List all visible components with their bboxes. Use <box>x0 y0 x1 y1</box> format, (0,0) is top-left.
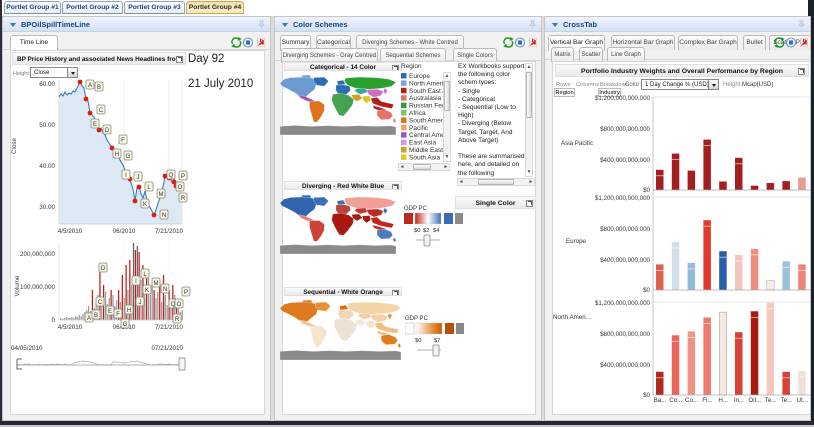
svg-text:04/05/2010: 04/05/2010 <box>11 345 43 352</box>
svg-text:B: B <box>97 85 101 91</box>
svg-text:In...: In... <box>734 397 745 404</box>
svg-text:06/2010: 06/2010 <box>113 228 136 235</box>
svg-text:$0: $0 <box>415 338 421 344</box>
svg-text:L: L <box>147 185 151 191</box>
svg-text:G: G <box>123 322 128 328</box>
svg-text:P: P <box>181 174 185 180</box>
svg-text:A: A <box>87 316 91 322</box>
svg-text:$0: $0 <box>643 187 650 194</box>
svg-text:O: O <box>178 185 183 191</box>
svg-text:$400,000,000,000: $400,000,000,000 <box>600 362 650 369</box>
svg-text:N: N <box>162 213 166 219</box>
svg-text:Fi...: Fi... <box>702 397 713 404</box>
svg-text:Q: Q <box>171 302 176 308</box>
svg-text:Volume: Volume <box>14 275 21 297</box>
svg-text:F: F <box>121 138 125 144</box>
svg-text:Africa: Africa <box>409 110 426 117</box>
svg-text:07/21/2010: 07/21/2010 <box>151 345 183 352</box>
svg-text:Europe: Europe <box>409 73 430 80</box>
svg-text:$0: $0 <box>643 287 650 294</box>
svg-text:Te...: Te... <box>781 397 793 404</box>
svg-text:A: A <box>88 83 92 89</box>
svg-text:Europe: Europe <box>566 238 587 245</box>
svg-text:$1,200,000,000,000: $1,200,000,000,000 <box>595 95 651 102</box>
svg-text:Central Ame: Central Ame <box>409 132 445 139</box>
svg-text:F: F <box>116 312 120 318</box>
svg-text:C: C <box>98 300 103 306</box>
svg-text:L: L <box>143 272 147 278</box>
svg-text:Russian Fed: Russian Fed <box>409 103 446 110</box>
svg-text:30.00: 30.00 <box>39 204 55 211</box>
svg-text:Asia Pacific: Asia Pacific <box>561 140 593 147</box>
svg-text:R: R <box>175 317 180 323</box>
svg-text:$800,000,000,000: $800,000,000,000 <box>600 226 650 233</box>
svg-text:South East A: South East A <box>409 88 447 95</box>
svg-text:D: D <box>105 128 110 134</box>
svg-text:E: E <box>93 122 97 128</box>
svg-text:H: H <box>115 152 119 158</box>
svg-text:50.00: 50.00 <box>39 122 55 129</box>
svg-text:100,000,000: 100,000,000 <box>20 284 56 291</box>
svg-text:East Asia: East Asia <box>409 140 436 147</box>
svg-text:$0: $0 <box>643 392 650 399</box>
svg-text:South Ameri: South Ameri <box>409 117 444 124</box>
svg-text:D: D <box>101 266 106 272</box>
svg-text:$400,000,000,000: $400,000,000,000 <box>600 157 650 164</box>
svg-text:200,000,000: 200,000,000 <box>20 251 56 258</box>
svg-text:$4: $4 <box>433 228 440 234</box>
svg-text:Co...: Co... <box>685 397 698 404</box>
svg-text:60.00: 60.00 <box>39 81 55 88</box>
svg-text:Middle East: Middle East <box>409 147 443 154</box>
svg-text:I: I <box>135 279 137 285</box>
svg-text:E: E <box>108 309 112 315</box>
svg-text:0: 0 <box>51 317 55 324</box>
svg-text:$1,200,000,000,000: $1,200,000,000,000 <box>595 300 651 307</box>
svg-text:$400,000,000,000: $400,000,000,000 <box>600 257 650 264</box>
svg-text:North Ameri...: North Ameri... <box>553 314 591 321</box>
svg-text:40.00: 40.00 <box>39 163 55 170</box>
svg-text:O: O <box>177 302 182 308</box>
svg-text:Co...: Co... <box>669 397 682 404</box>
svg-text:GDP PC: GDP PC <box>404 206 428 212</box>
svg-text:North Ameri: North Ameri <box>409 80 443 87</box>
svg-text:M: M <box>159 192 164 198</box>
svg-text:H...: H... <box>718 397 728 404</box>
svg-text:K: K <box>143 202 147 208</box>
svg-text:P: P <box>184 290 188 296</box>
svg-text:G: G <box>126 154 131 160</box>
svg-text:7/21/2010: 7/21/2010 <box>155 324 184 331</box>
svg-text:I: I <box>125 173 127 179</box>
svg-text:Q: Q <box>169 173 174 179</box>
svg-text:Close: Close <box>11 137 18 154</box>
svg-text:Oil...: Oil... <box>748 397 761 404</box>
svg-text:Region: Region <box>401 63 422 70</box>
svg-text:$800,000,000,000: $800,000,000,000 <box>600 126 650 133</box>
svg-text:M: M <box>154 281 159 287</box>
svg-text:South Asia: South Asia <box>409 154 440 161</box>
svg-text:4/5/2010: 4/5/2010 <box>58 228 83 235</box>
svg-text:Ut...: Ut... <box>797 397 809 404</box>
svg-text:B: B <box>94 313 98 319</box>
svg-text:K: K <box>145 288 149 294</box>
svg-text:$800,000,000,000: $800,000,000,000 <box>600 331 650 338</box>
svg-text:Te...: Te... <box>765 397 777 404</box>
svg-text:GDP PC: GDP PC <box>405 316 429 322</box>
svg-text:Ba...: Ba... <box>654 397 667 404</box>
svg-text:J: J <box>137 175 140 181</box>
svg-text:N: N <box>163 287 167 293</box>
svg-text:$2: $2 <box>423 228 429 234</box>
svg-text:R: R <box>181 196 186 202</box>
svg-text:J: J <box>139 300 142 306</box>
svg-text:Pacific: Pacific <box>409 125 429 132</box>
svg-text:H: H <box>127 308 131 314</box>
svg-text:$0: $0 <box>414 228 420 234</box>
svg-text:4/5/2010: 4/5/2010 <box>58 324 83 331</box>
svg-text:$1,200,000,000,000: $1,200,000,000,000 <box>595 195 651 202</box>
svg-text:$7: $7 <box>434 338 440 344</box>
svg-text:C: C <box>99 108 104 114</box>
svg-text:Australasia: Australasia <box>409 95 442 102</box>
svg-text:7/21/2010: 7/21/2010 <box>155 228 184 235</box>
